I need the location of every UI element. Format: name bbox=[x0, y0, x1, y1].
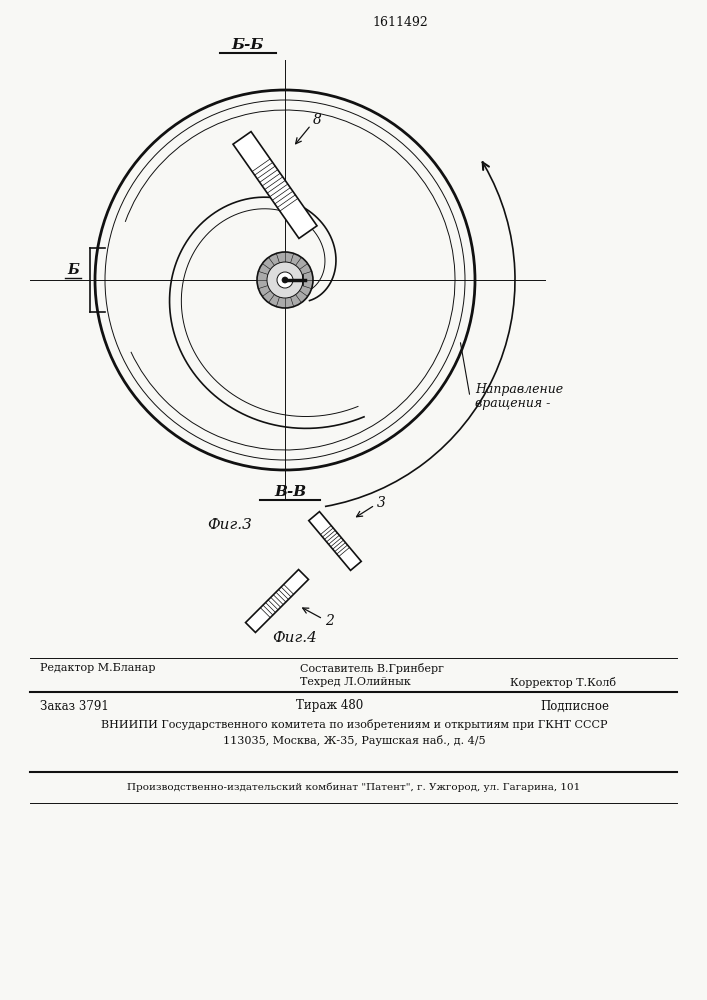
Polygon shape bbox=[233, 132, 317, 238]
Text: Направление: Направление bbox=[475, 383, 563, 396]
Circle shape bbox=[267, 262, 303, 298]
Text: Б: Б bbox=[67, 263, 79, 277]
Text: Составитель В.Гринберг: Составитель В.Гринберг bbox=[300, 662, 444, 674]
Circle shape bbox=[282, 277, 288, 283]
Polygon shape bbox=[245, 570, 308, 632]
Text: Подписное: Подписное bbox=[540, 700, 609, 712]
Text: Техред Л.Олийнык: Техред Л.Олийнык bbox=[300, 677, 411, 687]
Text: В-В: В-В bbox=[274, 485, 306, 499]
Circle shape bbox=[257, 252, 313, 308]
Polygon shape bbox=[309, 512, 361, 570]
Text: 3: 3 bbox=[377, 496, 386, 510]
Text: 1611492: 1611492 bbox=[372, 15, 428, 28]
Text: 113035, Москва, Ж-35, Раушская наб., д. 4/5: 113035, Москва, Ж-35, Раушская наб., д. … bbox=[223, 734, 485, 746]
Text: Редактор М.Бланар: Редактор М.Бланар bbox=[40, 663, 156, 673]
Text: ВНИИПИ Государственного комитета по изобретениям и открытиям при ГКНТ СССР: ВНИИПИ Государственного комитета по изоб… bbox=[101, 720, 607, 730]
Text: вращения -: вращения - bbox=[475, 397, 550, 410]
Circle shape bbox=[277, 272, 293, 288]
Text: Фиг.3: Фиг.3 bbox=[208, 518, 252, 532]
Text: Производственно-издательский комбинат "Патент", г. Ужгород, ул. Гагарина, 101: Производственно-издательский комбинат "П… bbox=[127, 783, 580, 792]
Text: 8: 8 bbox=[313, 113, 322, 127]
Text: Тираж 480: Тираж 480 bbox=[296, 700, 363, 712]
Text: Корректор Т.Колб: Корректор Т.Колб bbox=[510, 676, 616, 688]
Text: Заказ 3791: Заказ 3791 bbox=[40, 700, 109, 712]
Text: Б-Б: Б-Б bbox=[232, 38, 264, 52]
Text: 2: 2 bbox=[325, 614, 334, 628]
Text: Фиг.4: Фиг.4 bbox=[273, 631, 317, 645]
